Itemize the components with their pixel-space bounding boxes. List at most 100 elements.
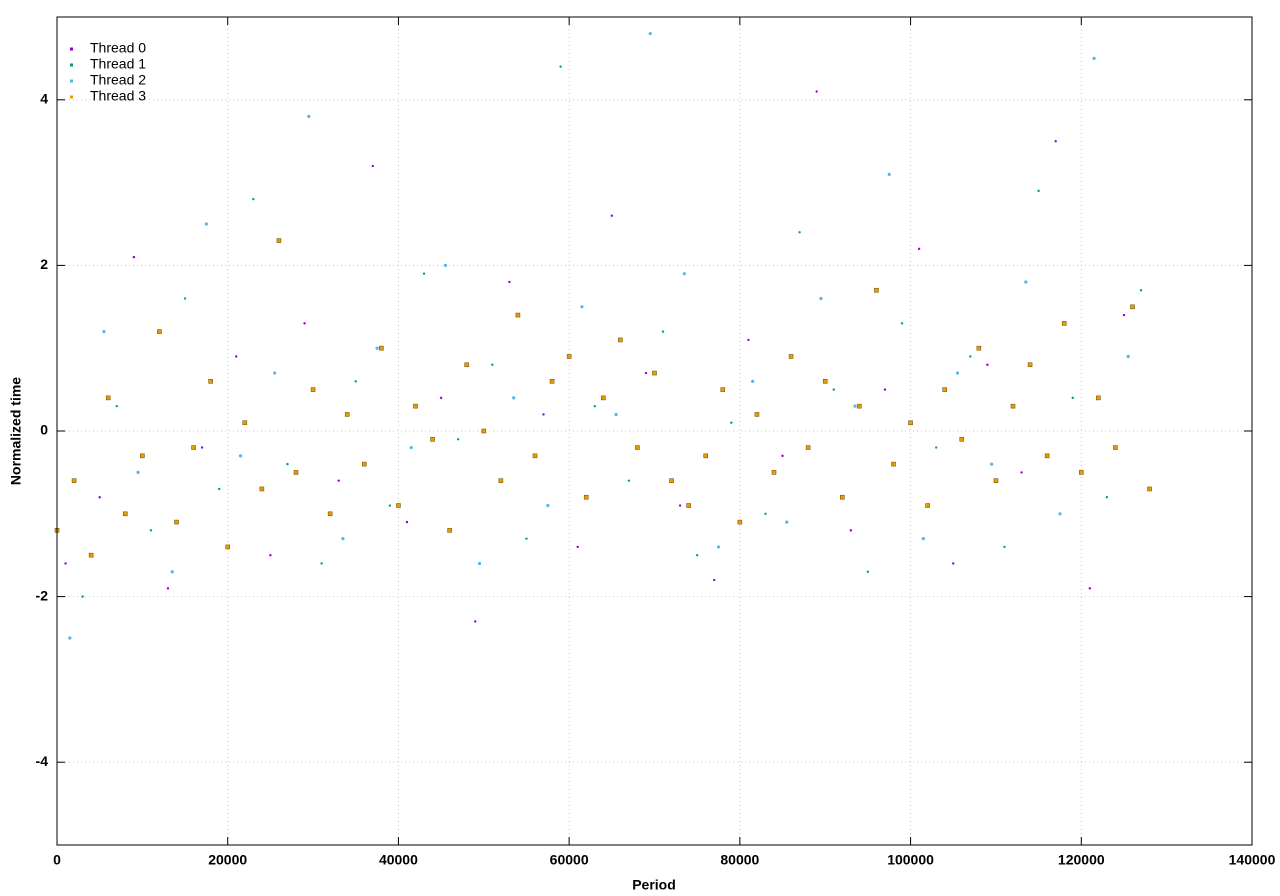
point bbox=[921, 537, 925, 541]
point bbox=[98, 496, 101, 499]
point bbox=[439, 396, 443, 400]
point bbox=[610, 214, 614, 217]
legend-marker bbox=[70, 47, 73, 51]
point bbox=[515, 312, 521, 318]
point bbox=[1071, 396, 1074, 400]
point bbox=[747, 338, 750, 342]
point bbox=[716, 545, 721, 549]
point bbox=[443, 263, 447, 267]
x-axis-label: Period bbox=[632, 877, 676, 893]
point bbox=[307, 114, 311, 118]
point bbox=[102, 330, 106, 334]
point bbox=[525, 537, 528, 540]
point bbox=[990, 462, 994, 466]
point bbox=[798, 231, 801, 234]
point bbox=[1061, 321, 1067, 326]
legend-label: Thread 2 bbox=[90, 72, 146, 88]
point bbox=[409, 445, 413, 450]
point bbox=[887, 172, 891, 176]
point bbox=[1044, 453, 1050, 459]
point bbox=[648, 31, 652, 36]
point bbox=[1113, 445, 1118, 450]
y-tick-label: 4 bbox=[40, 91, 48, 107]
x-tick-label: 0 bbox=[53, 852, 61, 868]
x-tick-label: 80000 bbox=[720, 852, 759, 868]
point bbox=[208, 379, 213, 384]
point bbox=[269, 554, 272, 557]
point bbox=[157, 329, 162, 334]
point bbox=[430, 436, 435, 442]
point bbox=[1139, 289, 1143, 292]
point bbox=[917, 247, 921, 251]
point bbox=[1003, 545, 1006, 549]
point bbox=[788, 354, 794, 359]
point bbox=[955, 371, 960, 375]
point bbox=[354, 380, 357, 383]
x-tick-label: 120000 bbox=[1058, 852, 1105, 868]
legend-label: Thread 0 bbox=[90, 40, 146, 56]
point bbox=[371, 164, 375, 168]
point bbox=[908, 420, 913, 426]
point bbox=[580, 305, 584, 309]
point bbox=[235, 355, 238, 358]
point bbox=[874, 287, 879, 293]
point bbox=[259, 486, 265, 492]
point bbox=[532, 453, 538, 459]
point bbox=[822, 379, 828, 384]
point bbox=[764, 512, 767, 515]
point bbox=[1088, 587, 1092, 590]
point bbox=[549, 379, 555, 384]
point bbox=[614, 412, 618, 417]
point bbox=[849, 529, 853, 532]
point bbox=[508, 280, 511, 284]
point bbox=[942, 387, 948, 392]
x-tick-label: 140000 bbox=[1229, 852, 1276, 868]
point bbox=[1122, 313, 1126, 317]
point bbox=[805, 445, 811, 450]
point bbox=[81, 595, 84, 598]
point bbox=[891, 461, 896, 467]
point bbox=[751, 379, 755, 383]
point bbox=[456, 438, 460, 441]
point bbox=[310, 387, 316, 392]
y-tick-label: 0 bbox=[40, 422, 48, 438]
legend-label: Thread 1 bbox=[90, 56, 146, 72]
point bbox=[934, 446, 938, 449]
point bbox=[713, 578, 716, 582]
point bbox=[1126, 354, 1130, 359]
point bbox=[900, 322, 904, 325]
y-tick-label: -4 bbox=[36, 753, 49, 769]
point bbox=[635, 445, 640, 450]
point bbox=[785, 520, 789, 524]
point bbox=[204, 222, 208, 226]
point bbox=[140, 453, 145, 459]
point bbox=[200, 446, 204, 449]
point bbox=[627, 479, 631, 482]
point bbox=[242, 420, 248, 426]
point bbox=[447, 528, 452, 533]
point bbox=[682, 272, 686, 276]
point bbox=[1054, 140, 1057, 143]
point bbox=[320, 562, 323, 565]
point bbox=[105, 395, 111, 401]
point bbox=[652, 370, 657, 376]
legend-label: Thread 3 bbox=[90, 88, 146, 104]
point bbox=[1010, 403, 1016, 409]
point bbox=[857, 403, 862, 409]
point bbox=[166, 587, 170, 590]
x-tick-label: 100000 bbox=[887, 852, 934, 868]
point bbox=[344, 412, 350, 417]
point bbox=[1027, 362, 1033, 368]
point bbox=[191, 445, 196, 450]
point bbox=[115, 404, 118, 408]
point bbox=[853, 404, 857, 408]
point bbox=[477, 561, 482, 566]
point bbox=[925, 503, 930, 508]
point bbox=[781, 454, 784, 458]
point bbox=[839, 494, 845, 500]
point bbox=[976, 345, 982, 351]
point bbox=[1105, 496, 1109, 499]
point bbox=[136, 470, 140, 474]
point bbox=[388, 504, 392, 507]
